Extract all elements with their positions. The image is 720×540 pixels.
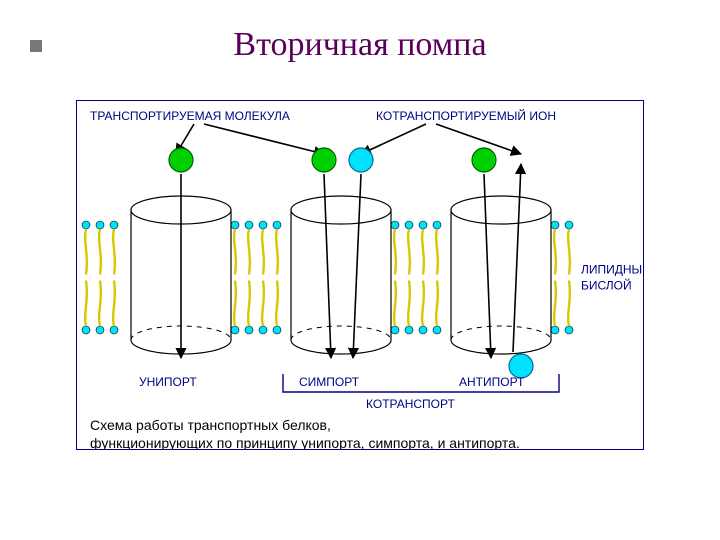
label-lipid-1: ЛИПИДНЫЙ xyxy=(581,262,644,277)
figure-caption: Схема работы транспортных белков,функцио… xyxy=(90,417,520,450)
label-cotransport: КОТРАНСПОРТ xyxy=(366,397,455,411)
molecule xyxy=(312,148,336,172)
ion xyxy=(349,148,373,172)
label-symport: СИМПОРТ xyxy=(299,375,360,389)
slide-title: Вторичная помпа xyxy=(0,26,720,64)
molecule xyxy=(472,148,496,172)
label-cotransported: КОТРАНСПОРТИРУЕМЫЙ ИОН xyxy=(376,108,556,123)
diagram-svg: ТРАНСПОРТИРУЕМАЯ МОЛЕКУЛА КОТРАНСПОРТИРУЕ… xyxy=(76,100,644,450)
molecule xyxy=(169,148,193,172)
label-antiport: АНТИПОРТ xyxy=(459,375,525,389)
slide: Вторичная помпа ТРАНСПОРТИРУЕМАЯ МОЛЕКУЛ… xyxy=(0,0,720,540)
label-lipid-2: БИСЛОЙ xyxy=(581,278,632,293)
label-transported: ТРАНСПОРТИРУЕМАЯ МОЛЕКУЛА xyxy=(90,109,290,123)
figure-container: ТРАНСПОРТИРУЕМАЯ МОЛЕКУЛА КОТРАНСПОРТИРУЕ… xyxy=(76,100,644,450)
label-uniport: УНИПОРТ xyxy=(139,375,197,389)
